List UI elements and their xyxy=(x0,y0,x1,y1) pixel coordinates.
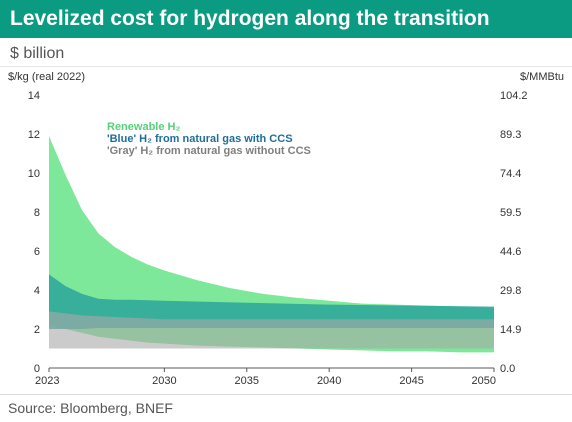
y-tick-label-left: 4 xyxy=(34,285,40,297)
x-tick-label: 2040 xyxy=(317,375,341,387)
top-divider xyxy=(0,66,572,67)
left-axis-label: $/kg (real 2022) xyxy=(8,71,85,83)
x-tick-label: 2050 xyxy=(472,375,496,387)
y-tick-label-left: 2 xyxy=(34,324,40,336)
source-note: Source: Bloomberg, BNEF xyxy=(8,400,173,416)
chart-title: Levelized cost for hydrogen along the tr… xyxy=(10,7,490,30)
y-tick-label-right: 89.3 xyxy=(500,129,521,141)
legend-renewable: Renewable H₂ xyxy=(107,121,180,133)
x-tick-label: 2023 xyxy=(35,375,59,387)
y-tick-label-left: 14 xyxy=(28,90,40,102)
y-tick-label-left: 10 xyxy=(28,168,40,180)
y-tick-label-left: 8 xyxy=(34,207,40,219)
y-tick-label-right: 29.8 xyxy=(500,285,521,297)
x-tick-label: 2030 xyxy=(152,375,176,387)
y-tick-label-right: 59.5 xyxy=(500,207,521,219)
y-tick-label-right: 14.9 xyxy=(500,324,521,336)
y-tick-label-right: 74.4 xyxy=(500,168,521,180)
area-blue xyxy=(49,274,494,329)
area-renewable xyxy=(49,136,494,353)
y-tick-label-right: 0.0 xyxy=(500,363,515,375)
x-tick-label: 2035 xyxy=(235,375,259,387)
bottom-divider xyxy=(0,394,572,395)
legend-gray: 'Gray' H₂ from natural gas without CCS xyxy=(107,145,311,157)
y-tick-label-left: 6 xyxy=(34,246,40,258)
y-tick-label-left: 0 xyxy=(34,363,40,375)
title-bar: Levelized cost for hydrogen along the tr… xyxy=(0,0,572,38)
chart-subtitle: $ billion xyxy=(10,45,65,62)
legend-blue: 'Blue' H₂ from natural gas with CCS xyxy=(107,133,293,145)
y-tick-label-left: 12 xyxy=(28,129,40,141)
y-tick-label-right: 104.2 xyxy=(500,90,528,102)
x-tick-label: 2045 xyxy=(399,375,423,387)
area-gray xyxy=(49,311,494,349)
right-axis-label: $/MMBtu xyxy=(520,71,564,83)
y-tick-label-right: 44.6 xyxy=(500,246,521,258)
